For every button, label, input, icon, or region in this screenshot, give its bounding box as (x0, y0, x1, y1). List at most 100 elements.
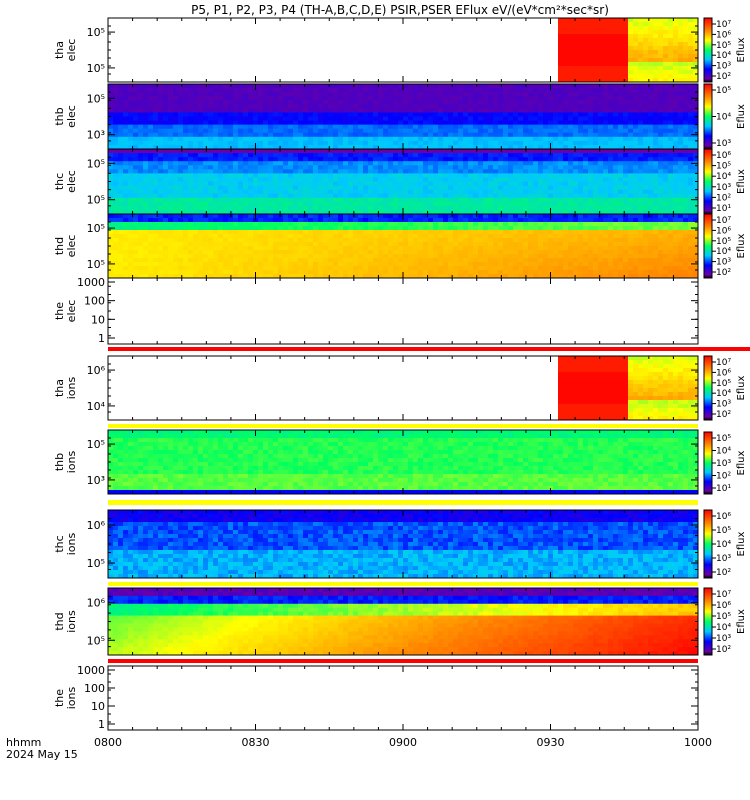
colorbar: 10⁶ 10⁵ 10⁴ 10³ 10² Eflux (703, 509, 747, 579)
y-tick-label: 10⁶ (87, 597, 106, 610)
colorbar-tick-label: 10¹ (716, 484, 731, 494)
colorbar-tick-label: 10⁴ (716, 623, 731, 633)
flag-bars (108, 347, 750, 663)
colorbar-label: Eflux (736, 233, 747, 258)
panel-species-label: elec (65, 300, 78, 323)
colorbar-tick-label: 10⁴ (716, 540, 731, 550)
y-tick-label: 10 (91, 313, 105, 326)
colorbar-tick-label: 10⁴ (716, 172, 731, 182)
colorbar-label: Eflux (736, 375, 747, 400)
colorbar-tick-label: 10⁵ (716, 237, 731, 247)
panel-species-label: ions (65, 376, 78, 399)
x-axis: 0800 0830 0900 0930 1000 (94, 736, 712, 749)
colorbar-tick-label: 10³ (716, 139, 731, 149)
y-tick-label: 10⁵ (87, 157, 105, 170)
colorbar-tick-label: 10⁴ (716, 247, 731, 257)
colorbar-tick-label: 10³ (716, 459, 731, 469)
colorbar-tick-label: 10⁴ (716, 447, 731, 457)
panel-species-label: elec (65, 105, 78, 128)
x-tick-label: 0830 (242, 736, 270, 749)
spectrogram-image (108, 430, 699, 495)
y-tick-label: 10³ (87, 474, 105, 487)
yellow-flag-bar (108, 500, 698, 505)
colorbar-tick-label: 10⁵ (716, 379, 731, 389)
spectrogram-image (108, 510, 699, 579)
panel-probe-label: thd (53, 612, 66, 630)
colorbar-tick-label: 10⁶ (716, 151, 731, 161)
panel-probe-label: the (53, 302, 66, 320)
panel-species-label: elec (65, 235, 78, 258)
colorbar-label: Eflux (736, 609, 747, 634)
y-tick-label: 100 (84, 295, 105, 308)
colorbar-tick-label: 10¹ (716, 204, 731, 214)
colorbar-tick-label: 10⁵ (716, 162, 731, 172)
spectrogram-image (558, 18, 699, 83)
x-tick-label: 0900 (389, 736, 417, 749)
y-tick-label: 10⁵ (87, 557, 105, 570)
colorbar-tick-label: 10³ (716, 183, 731, 193)
colorbar-tick-label: 10³ (716, 400, 731, 410)
date-label: 2024 May 15 (6, 748, 78, 761)
colorbar-tick-label: 10⁷ (716, 590, 731, 600)
colorbar-tick-label: 10⁴ (716, 113, 731, 123)
colorbar-tick-label: 10² (716, 193, 731, 203)
panel-species-label: ions (65, 532, 78, 555)
colorbar-label: Eflux (736, 104, 747, 129)
colorbar-tick-label: 10⁵ (716, 434, 731, 444)
panel-the-ions: 1000 100 10 1 the ions (53, 664, 699, 731)
y-tick-label: 1000 (77, 664, 105, 677)
panel-probe-label: thb (53, 107, 66, 125)
colorbar-tick-label: 10⁶ (716, 601, 731, 611)
yellow-flag-bar (108, 424, 698, 428)
panel-probe-label: tha (53, 41, 66, 59)
colorbar-tick-label: 10² (716, 410, 731, 420)
colorbar-tick-label: 10⁶ (716, 226, 731, 236)
panel-species-label: ions (65, 610, 78, 633)
spectrogram-image (108, 149, 699, 215)
colorbar: 10⁵ 10⁴ 10³ 10² 10¹ Eflux (703, 431, 747, 495)
colorbar-tick-label: 10⁶ (716, 30, 731, 40)
y-tick-label: 10⁵ (87, 634, 105, 647)
red-flag-bar (108, 347, 750, 351)
colorbar-tick-label: 10⁵ (716, 612, 731, 622)
colorbar-tick-label: 10⁷ (716, 358, 731, 368)
panel-species-label: ions (65, 450, 78, 473)
colorbar-tick-label: 10⁴ (716, 389, 731, 399)
colorbar-tick-label: 10⁶ (716, 512, 731, 522)
colorbar-tick-label: 10⁵ (716, 86, 731, 96)
x-tick-label: 0800 (94, 736, 122, 749)
y-tick-label: 10⁵ (87, 258, 105, 271)
colorbar-label: Eflux (736, 169, 747, 194)
panel-probe-label: thc (53, 535, 66, 552)
colorbar-tick-label: 10² (716, 645, 731, 655)
time-label: hhmm (6, 736, 41, 749)
y-tick-label: 10⁵ (87, 26, 105, 39)
y-tick-label: 10⁵ (87, 438, 105, 451)
colorbar-label: Eflux (736, 450, 747, 475)
colorbar-tick-label: 10⁵ (716, 526, 731, 536)
colorbar-tick-label: 10² (716, 472, 731, 482)
y-tick-label: 10⁵ (87, 92, 105, 105)
colorbar-tick-label: 10⁷ (716, 216, 731, 226)
y-tick-label: 1 (98, 332, 105, 345)
panel-frame (107, 277, 699, 345)
colorbar-tick-label: 10² (716, 568, 731, 578)
panel-thb-ions: 10⁵ 10³ thb ions 10⁵ 10⁴ 10³ 10² 10¹ Eflux (53, 429, 747, 495)
yellow-flag-bar (108, 582, 698, 586)
panel-species-label: elec (65, 39, 78, 62)
colorbar-tick-label: 10⁷ (716, 20, 731, 30)
panel-probe-label: thd (53, 237, 66, 255)
y-tick-label: 10 (91, 700, 105, 713)
y-tick-label: 10⁵ (87, 194, 105, 207)
y-tick-label: 10⁵ (87, 62, 105, 75)
y-tick-label: 10⁶ (87, 519, 106, 532)
colorbar-label: Eflux (736, 37, 747, 62)
panel-probe-label: tha (53, 379, 66, 397)
